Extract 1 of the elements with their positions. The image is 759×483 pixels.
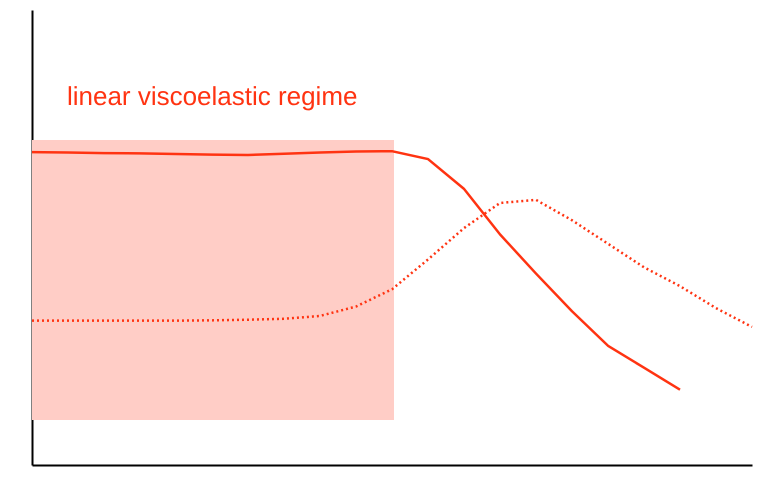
text: linear viscoelastic regime	[67, 81, 358, 111]
